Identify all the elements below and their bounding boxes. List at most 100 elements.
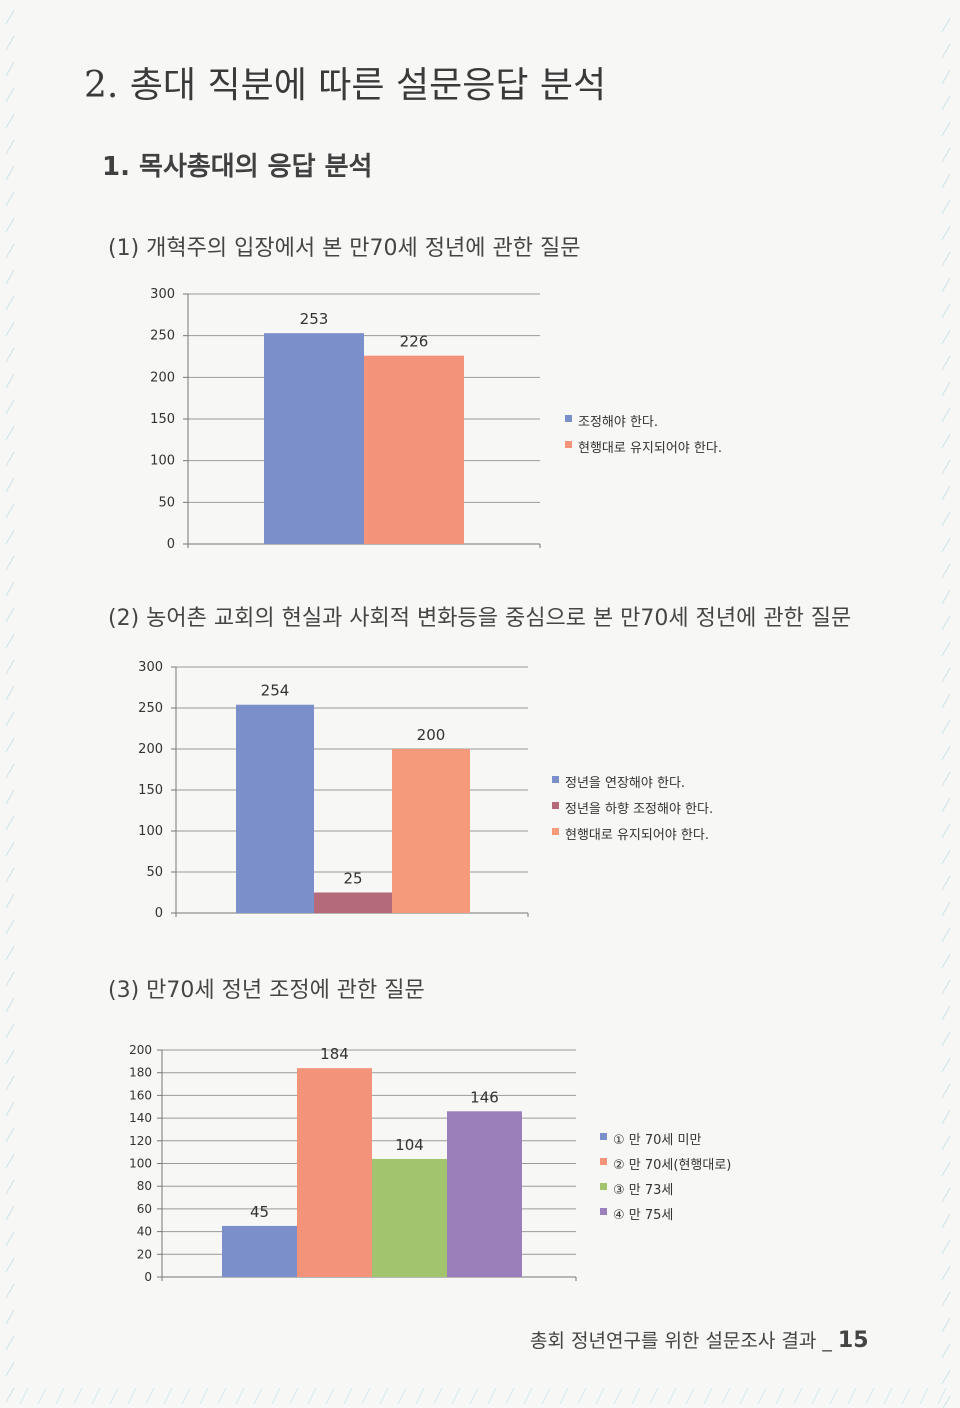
hatch-mark [5,711,15,727]
hatch-mark [941,95,951,111]
hatch-mark [941,1031,951,1047]
hatch-mark [919,1387,929,1405]
hatch-mark [73,1387,83,1405]
y-tick-label: 0 [144,1270,152,1284]
hatch-mark [5,1231,15,1247]
hatch-mark [5,1075,15,1091]
hatch-mark [5,659,15,675]
hatch-mark [307,1387,317,1405]
legend-swatch [552,828,559,835]
hatch-mark [649,1387,659,1405]
hatch-mark [5,451,15,467]
hatch-mark [941,849,951,865]
hatch-mark [941,693,951,709]
y-tick-label: 100 [129,1157,152,1171]
hatch-mark [5,1179,15,1195]
page-footer: 총회 정년연구를 위한 설문조사 결과 _ 15 [530,1326,869,1353]
hatch-mark [469,1387,479,1405]
data-label: 146 [470,1088,499,1106]
hatch-mark [5,789,15,805]
chart-2: 0 50 100 150 200 250 300 254 25 200 정년을 연장해야 한다. 정년… [138,660,713,921]
hatch-mark [5,347,15,363]
y-tick-label: 20 [137,1247,152,1261]
legend-swatch [565,415,572,422]
hatch-mark [941,121,951,137]
hatch-mark [5,1361,15,1377]
legend-label: 정년을 연장해야 한다. [565,776,685,791]
legend-label: 현행대로 유지되어야 한다. [578,440,722,456]
hatch-mark [941,433,951,449]
hatch-mark [941,823,951,839]
hatch-mark [5,1023,15,1039]
legend-label: ① 만 70세 미만 [613,1133,701,1148]
bar [222,1225,297,1277]
hatch-mark [685,1387,695,1405]
hatch-mark [379,1387,389,1405]
y-tick-label: 300 [150,287,175,302]
hatch-mark [5,9,15,25]
hatch-mark [941,537,951,553]
hatch-mark [5,919,15,935]
hatch-mark [253,1387,263,1405]
hatch-mark [5,1283,15,1299]
chart-3: 0 20 40 60 80 100 120 140 160 180 200 45 184 104 146 ① … [129,1043,731,1284]
hatch-mark [5,1335,15,1351]
hatch-mark [941,251,951,267]
question-3-heading: (3) 만70세 정년 조정에 관한 질문 [108,978,425,1003]
hatch-mark [941,329,951,345]
hatch-mark [5,555,15,571]
hatch-mark [5,685,15,701]
hatch-mark [217,1387,227,1405]
hatch-mark [739,1387,749,1405]
hatch-mark [595,1387,605,1405]
hatch-mark [941,1369,951,1385]
hatch-mark [5,737,15,753]
hatch-mark [941,355,951,371]
hatch-mark [5,373,15,389]
hatch-mark [343,1387,353,1405]
hatch-mark [289,1387,299,1405]
hatch-mark [942,1395,951,1408]
legend-label: ② 만 70세(현행대로) [613,1157,731,1173]
hatch-mark [941,303,951,319]
y-tick-label: 160 [129,1088,152,1102]
hatch-mark [941,381,951,397]
y-tick-label: 40 [137,1225,152,1239]
legend-swatch [600,1183,607,1190]
hatch-mark [941,979,951,995]
hatch-mark [541,1387,551,1405]
chart-1: 0 50 100 150 200 250 300 253 226 조정해야 한다. 현행대로 유지되… [150,287,722,552]
data-label: 200 [417,726,446,744]
hatch-mark [941,147,951,163]
hatch-mark [5,1257,15,1273]
data-label: 184 [320,1045,349,1063]
hatch-mark [91,1387,101,1405]
hatch-mark [941,459,951,475]
hatch-mark [721,1387,731,1405]
hatch-mark [941,1083,951,1099]
hatch-mark [613,1387,623,1405]
y-tick-label: 150 [150,412,175,427]
hatch-mark [523,1387,533,1405]
hatch-mark [941,641,951,657]
question-1-heading: (1) 개혁주의 입장에서 본 만70세 정년에 관한 질문 [108,236,581,261]
hatch-mark [487,1387,497,1405]
hatch-mark [5,269,15,285]
hatch-mark [433,1387,443,1405]
hatch-mark [631,1387,641,1405]
hatch-mark [865,1387,875,1405]
legend-swatch [600,1208,607,1215]
hatch-mark [559,1387,569,1405]
data-label: 253 [300,310,329,328]
hatch-mark [5,425,15,441]
y-tick-label: 150 [138,783,163,798]
data-label: 45 [250,1203,269,1221]
hatch-mark [941,719,951,735]
y-tick-label: 100 [150,454,175,469]
hatch-mark [577,1387,587,1405]
hatch-mark [5,295,15,311]
hatch-mark [847,1387,857,1405]
hatch-mark [775,1387,785,1405]
hatch-mark [941,875,951,891]
hatch-mark [667,1387,677,1405]
